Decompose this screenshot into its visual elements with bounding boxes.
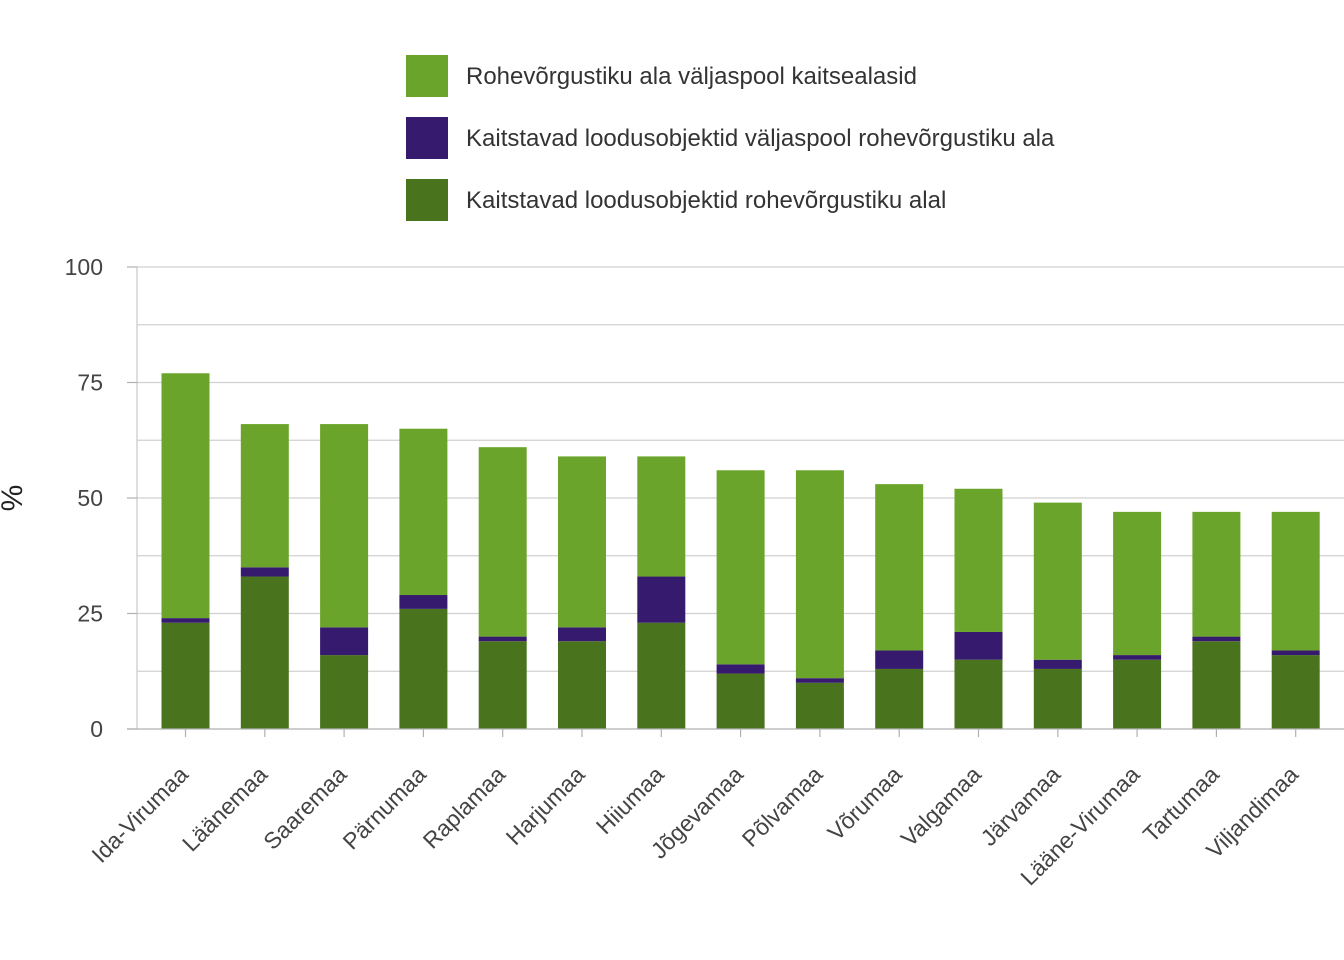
x-tick-label: Raplamaa bbox=[418, 761, 511, 854]
bar-segment bbox=[637, 456, 686, 577]
bar-segment bbox=[240, 424, 289, 568]
bar-segment bbox=[1192, 511, 1241, 637]
x-tick-labels: Ida-VirumaaLäänemaaSaaremaaPärnumaaRapla… bbox=[86, 761, 1303, 890]
bar-segment bbox=[161, 622, 210, 729]
bar-segment bbox=[1113, 659, 1162, 729]
bar-segment bbox=[478, 641, 527, 729]
bar-segment bbox=[716, 664, 765, 674]
bar-segment bbox=[795, 678, 844, 683]
x-tick-label: Läänemaa bbox=[177, 761, 272, 856]
bar-segment bbox=[954, 659, 1003, 729]
legend-swatch bbox=[406, 55, 448, 97]
bar-segment bbox=[320, 424, 369, 628]
bar-segment bbox=[1113, 655, 1162, 660]
bar-segment bbox=[795, 682, 844, 729]
x-tick-label: Valgamaa bbox=[896, 761, 987, 852]
bar-segment bbox=[795, 470, 844, 679]
bar-segment bbox=[1033, 668, 1082, 729]
axes bbox=[127, 266, 1344, 737]
bar-segment bbox=[558, 627, 606, 642]
bar-segment bbox=[1271, 650, 1320, 656]
y-tick-labels: 0 25 50 75 100 bbox=[65, 254, 103, 742]
x-tick-label: Hiiumaa bbox=[591, 761, 669, 839]
legend-swatch bbox=[406, 179, 448, 221]
x-tick-label: Pärnumaa bbox=[338, 761, 432, 855]
x-tick-label: Võrumaa bbox=[822, 761, 907, 846]
y-tick-label: 100 bbox=[65, 254, 103, 280]
bar-segment bbox=[954, 488, 1003, 632]
bar-segment bbox=[1033, 502, 1082, 660]
y-tick-label: 50 bbox=[77, 485, 103, 511]
bar-segment bbox=[558, 456, 606, 628]
legend-label: Kaitstavad loodusobjektid väljaspool roh… bbox=[466, 125, 1055, 152]
bar-segment bbox=[161, 373, 210, 619]
x-tick-label: Põlvamaa bbox=[737, 761, 828, 852]
bar-segment bbox=[1113, 511, 1162, 656]
y-tick-label: 25 bbox=[77, 601, 103, 627]
bar-segment bbox=[399, 608, 448, 729]
bar-segment bbox=[1192, 641, 1241, 729]
bar-segment bbox=[478, 447, 527, 637]
bar-segment bbox=[1271, 511, 1320, 651]
bar-segment bbox=[399, 595, 448, 609]
bar-segment bbox=[1192, 636, 1241, 642]
bar-segment bbox=[716, 470, 765, 665]
bar-segment bbox=[478, 636, 527, 642]
bar-segment bbox=[875, 484, 924, 651]
bar-segment bbox=[716, 673, 765, 729]
bar-segment bbox=[320, 627, 369, 656]
bar-segment bbox=[1271, 655, 1320, 729]
bar-segment bbox=[240, 576, 289, 729]
bar-segment bbox=[161, 618, 210, 623]
legend-label: Kaitstavad loodusobjektid rohevõrgustiku… bbox=[466, 187, 946, 214]
bar-segment bbox=[875, 668, 924, 729]
bar-segment bbox=[1033, 659, 1082, 669]
legend-label: Rohevõrgustiku ala väljaspool kaitsealas… bbox=[466, 63, 917, 90]
legend: Rohevõrgustiku ala väljaspool kaitsealas… bbox=[406, 55, 1055, 221]
bar-segment bbox=[240, 567, 289, 577]
x-tick-label: Ida-Virumaa bbox=[86, 761, 193, 868]
bar-segment bbox=[637, 622, 686, 729]
bar-segment bbox=[875, 650, 924, 669]
x-tick-label: Saaremaa bbox=[258, 761, 352, 855]
legend-swatch bbox=[406, 117, 448, 159]
y-tick-label: 0 bbox=[90, 716, 103, 742]
bar-segment bbox=[637, 576, 686, 623]
bar-segment bbox=[954, 631, 1003, 660]
bar-segment bbox=[558, 641, 606, 729]
bar-segment bbox=[399, 428, 448, 596]
y-tick-label: 75 bbox=[77, 370, 103, 396]
bar-segment bbox=[320, 655, 369, 729]
x-tick-label: Harjumaa bbox=[501, 761, 590, 850]
bars bbox=[161, 373, 1320, 729]
y-axis-title: % bbox=[0, 485, 29, 512]
